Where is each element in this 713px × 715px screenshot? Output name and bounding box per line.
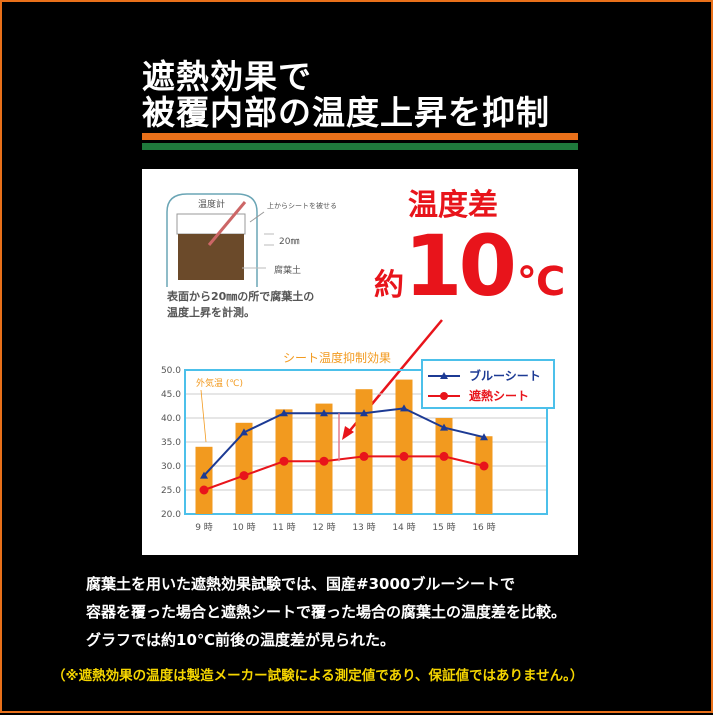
series-line bbox=[203, 455, 485, 491]
bar bbox=[475, 436, 493, 514]
data-point bbox=[279, 456, 289, 466]
x-tick-label: 13 時 bbox=[352, 522, 375, 533]
data-point bbox=[399, 451, 409, 461]
y-tick-label: 25.0 bbox=[161, 486, 181, 496]
y-tick-label: 30.0 bbox=[161, 462, 181, 472]
temperature-difference-callout: 温度差 約 10 ℃ bbox=[374, 188, 565, 308]
bar bbox=[355, 389, 373, 514]
legend-label: ブルーシート bbox=[469, 368, 541, 383]
callout-value-row: 約 10 ℃ bbox=[374, 224, 565, 308]
y-tick-label: 20.0 bbox=[161, 510, 181, 520]
callout-unit: ℃ bbox=[516, 259, 566, 305]
bar-label-pointer bbox=[200, 389, 207, 443]
data-point bbox=[440, 423, 448, 431]
data-point bbox=[239, 471, 249, 481]
thermometer-label: 温度計 bbox=[198, 200, 226, 210]
x-tick-label: 12 時 bbox=[312, 522, 335, 533]
headline-line-2: 被覆内部の温度上昇を抑制 bbox=[142, 93, 550, 132]
callout-prefix: 約 bbox=[374, 268, 404, 303]
x-tick-label: 10 時 bbox=[232, 522, 255, 533]
callout-label: 温度差 bbox=[408, 188, 498, 223]
legend-marker bbox=[440, 392, 448, 400]
body-line-3: グラフでは約10℃前後の温度差が見られた。 bbox=[86, 631, 396, 649]
chart-title: シート温度抑制効果 bbox=[283, 350, 391, 365]
y-tick-label: 45.0 bbox=[161, 390, 181, 400]
bar bbox=[195, 446, 213, 514]
data-point bbox=[200, 471, 208, 479]
data-point bbox=[280, 409, 288, 417]
data-point bbox=[240, 428, 248, 436]
diagram-caption-1: 表面から20㎜の所で腐葉土の bbox=[167, 290, 315, 303]
data-point bbox=[359, 451, 369, 461]
orange-stripe bbox=[142, 133, 578, 140]
data-point bbox=[400, 404, 408, 412]
legend-label: 遮熱シート bbox=[469, 388, 529, 403]
data-point bbox=[199, 485, 209, 495]
green-stripe bbox=[142, 143, 578, 150]
legend-marker bbox=[440, 372, 448, 379]
depth-label: 20㎜ bbox=[279, 237, 300, 247]
body-line-2: 容器を覆った場合と遮熱シートで覆った場合の腐葉土の温度差を比較。 bbox=[86, 603, 567, 621]
bar bbox=[235, 422, 253, 514]
x-tick-label: 9 時 bbox=[195, 522, 213, 533]
data-point bbox=[320, 409, 328, 417]
x-tick-label: 15 時 bbox=[432, 522, 455, 533]
y-tick-label: 40.0 bbox=[161, 414, 181, 424]
data-point bbox=[439, 451, 449, 461]
bar bbox=[435, 418, 453, 514]
y-tick-label: 50.0 bbox=[161, 366, 181, 376]
soil-label: 腐葉土 bbox=[274, 266, 302, 276]
y-tick-label: 35.0 bbox=[161, 438, 181, 448]
disclaimer-note: （※遮熱効果の温度は製造メーカー試験による測定値であり、保証値ではありません。） bbox=[52, 668, 584, 684]
data-point bbox=[479, 461, 489, 471]
x-tick-label: 14 時 bbox=[392, 522, 415, 533]
headline-line-1: 遮熱効果で bbox=[142, 57, 312, 96]
sheet-label: 上からシートを被せる bbox=[267, 202, 337, 210]
x-tick-label: 11 時 bbox=[272, 522, 295, 533]
bar-series-label: 外気温 (℃) bbox=[196, 377, 243, 389]
x-tick-label: 16 時 bbox=[472, 522, 495, 533]
diagram-caption-2: 温度上昇を計測。 bbox=[167, 306, 255, 319]
data-point bbox=[360, 409, 368, 417]
data-point bbox=[480, 433, 488, 441]
bar bbox=[395, 379, 413, 514]
callout-value: 10 bbox=[404, 217, 517, 315]
series-line bbox=[203, 407, 485, 477]
data-point bbox=[319, 456, 329, 466]
body-line-1: 腐葉土を用いた遮熱効果試験では、国産#3000ブルーシートで bbox=[86, 575, 516, 593]
